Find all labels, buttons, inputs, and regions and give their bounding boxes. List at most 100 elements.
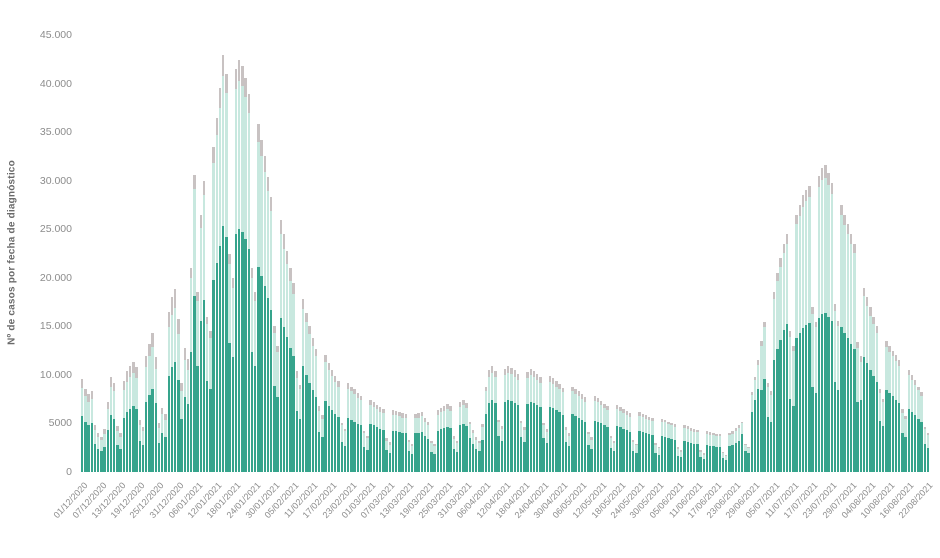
stacked-bar[interactable] <box>753 376 757 472</box>
stacked-bar[interactable] <box>558 383 561 472</box>
stacked-bar[interactable] <box>686 426 689 472</box>
stacked-bar[interactable] <box>141 427 145 472</box>
stacked-bar[interactable] <box>827 172 830 472</box>
stacked-bar[interactable] <box>609 436 612 472</box>
stacked-bar[interactable] <box>481 424 484 472</box>
stacked-bar[interactable] <box>616 405 619 472</box>
stacked-bar[interactable] <box>660 418 664 472</box>
stacked-bar[interactable] <box>452 436 456 472</box>
stacked-bar[interactable] <box>286 250 289 472</box>
stacked-bar[interactable] <box>257 124 260 472</box>
stacked-bar[interactable] <box>708 432 712 472</box>
stacked-bar[interactable] <box>760 340 763 472</box>
stacked-bar[interactable] <box>628 412 632 472</box>
stacked-bar[interactable] <box>638 411 641 472</box>
stacked-bar[interactable] <box>113 382 116 472</box>
stacked-bar[interactable] <box>244 77 247 472</box>
stacked-bar[interactable] <box>612 440 616 472</box>
stacked-bar[interactable] <box>186 359 190 472</box>
stacked-bar[interactable] <box>667 421 670 472</box>
stacked-bar[interactable] <box>148 343 151 472</box>
stacked-bar[interactable] <box>199 214 202 472</box>
stacked-bar[interactable] <box>564 427 568 472</box>
stacked-bar[interactable] <box>87 394 90 472</box>
stacked-bar[interactable] <box>795 214 798 472</box>
stacked-bar[interactable] <box>446 404 449 472</box>
stacked-bar[interactable] <box>494 371 497 472</box>
stacked-bar[interactable] <box>750 392 753 472</box>
stacked-bar[interactable] <box>305 312 308 472</box>
stacked-bar[interactable] <box>840 204 843 472</box>
stacked-bar[interactable] <box>526 372 529 472</box>
stacked-bar[interactable] <box>532 371 536 472</box>
stacked-bar[interactable] <box>507 366 510 472</box>
stacked-bar[interactable] <box>318 405 321 472</box>
stacked-bar[interactable] <box>692 429 696 472</box>
stacked-bar[interactable] <box>651 417 654 472</box>
stacked-bar[interactable] <box>923 427 926 472</box>
stacked-bar[interactable] <box>157 423 161 472</box>
stacked-bar[interactable] <box>394 410 398 472</box>
stacked-bar[interactable] <box>763 321 766 472</box>
stacked-bar[interactable] <box>632 439 635 472</box>
stacked-bar[interactable] <box>154 357 158 472</box>
stacked-bar[interactable] <box>289 268 292 472</box>
stacked-bar[interactable] <box>401 412 404 472</box>
stacked-bar[interactable] <box>548 375 552 472</box>
stacked-bar[interactable] <box>920 392 923 472</box>
stacked-bar[interactable] <box>193 174 196 472</box>
stacked-bar[interactable] <box>410 443 414 472</box>
stacked-bar[interactable] <box>904 415 907 472</box>
stacked-bar[interactable] <box>606 406 609 472</box>
stacked-bar[interactable] <box>529 369 532 472</box>
stacked-bar[interactable] <box>497 419 500 472</box>
stacked-bar[interactable] <box>670 423 673 472</box>
stacked-bar[interactable] <box>773 292 776 472</box>
stacked-bar[interactable] <box>487 370 491 472</box>
stacked-bar[interactable] <box>471 430 475 472</box>
stacked-bar[interactable] <box>334 375 337 472</box>
stacked-bar[interactable] <box>491 366 494 472</box>
stacked-bar[interactable] <box>901 408 904 472</box>
stacked-bar[interactable] <box>375 405 379 472</box>
stacked-bar[interactable] <box>782 243 786 472</box>
stacked-bar[interactable] <box>391 409 395 472</box>
stacked-bar[interactable] <box>443 406 446 472</box>
stacked-bar[interactable] <box>875 326 878 472</box>
stacked-bar[interactable] <box>583 397 587 472</box>
stacked-bar[interactable] <box>314 348 318 472</box>
stacked-bar[interactable] <box>680 449 683 472</box>
stacked-bar[interactable] <box>189 268 193 472</box>
stacked-bar[interactable] <box>247 94 250 472</box>
stacked-bar[interactable] <box>789 331 792 472</box>
stacked-bar[interactable] <box>356 393 359 472</box>
stacked-bar[interactable] <box>462 400 465 472</box>
stacked-bar[interactable] <box>596 398 600 472</box>
stacked-bar[interactable] <box>145 355 148 472</box>
stacked-bar[interactable] <box>372 402 375 472</box>
stacked-bar[interactable] <box>266 176 270 472</box>
stacked-bar[interactable] <box>250 268 254 472</box>
stacked-bar[interactable] <box>635 443 638 472</box>
stacked-bar[interactable] <box>116 426 119 472</box>
stacked-bar[interactable] <box>664 419 667 472</box>
stacked-bar[interactable] <box>641 413 645 472</box>
stacked-bar[interactable] <box>125 371 129 472</box>
stacked-bar[interactable] <box>571 386 574 472</box>
stacked-bar[interactable] <box>369 400 372 472</box>
stacked-bar[interactable] <box>183 347 186 472</box>
stacked-bar[interactable] <box>90 391 93 472</box>
stacked-bar[interactable] <box>385 438 388 472</box>
stacked-bar[interactable] <box>234 69 238 472</box>
stacked-bar[interactable] <box>324 355 327 472</box>
stacked-bar[interactable] <box>837 320 840 472</box>
stacked-bar[interactable] <box>913 379 917 472</box>
stacked-bar[interactable] <box>785 234 789 472</box>
stacked-bar[interactable] <box>205 316 209 472</box>
stacked-bar[interactable] <box>766 382 769 472</box>
stacked-bar[interactable] <box>382 408 385 472</box>
stacked-bar[interactable] <box>366 436 369 472</box>
stacked-bar[interactable] <box>263 156 266 472</box>
stacked-bar[interactable] <box>872 316 875 472</box>
stacked-bar[interactable] <box>699 449 702 472</box>
